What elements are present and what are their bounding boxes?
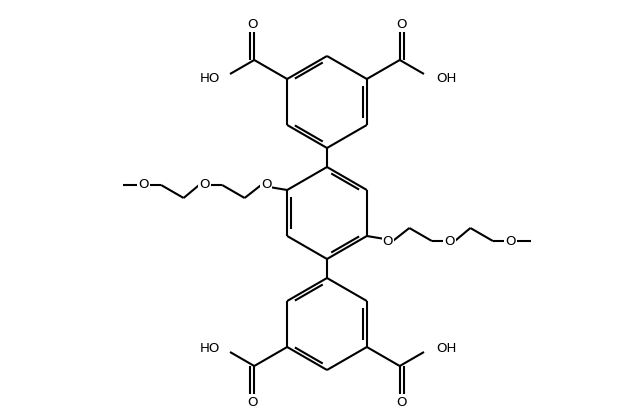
Text: O: O xyxy=(444,234,455,247)
Text: O: O xyxy=(138,178,148,192)
Text: O: O xyxy=(382,234,393,247)
Text: O: O xyxy=(396,18,407,31)
Text: O: O xyxy=(506,234,516,247)
Text: O: O xyxy=(247,18,257,31)
Text: O: O xyxy=(199,178,209,192)
Text: O: O xyxy=(396,396,407,409)
Text: HO: HO xyxy=(200,71,220,84)
Text: O: O xyxy=(247,396,257,409)
Text: O: O xyxy=(261,178,272,192)
Text: OH: OH xyxy=(436,71,456,84)
Text: OH: OH xyxy=(436,341,456,354)
Text: HO: HO xyxy=(200,341,220,354)
